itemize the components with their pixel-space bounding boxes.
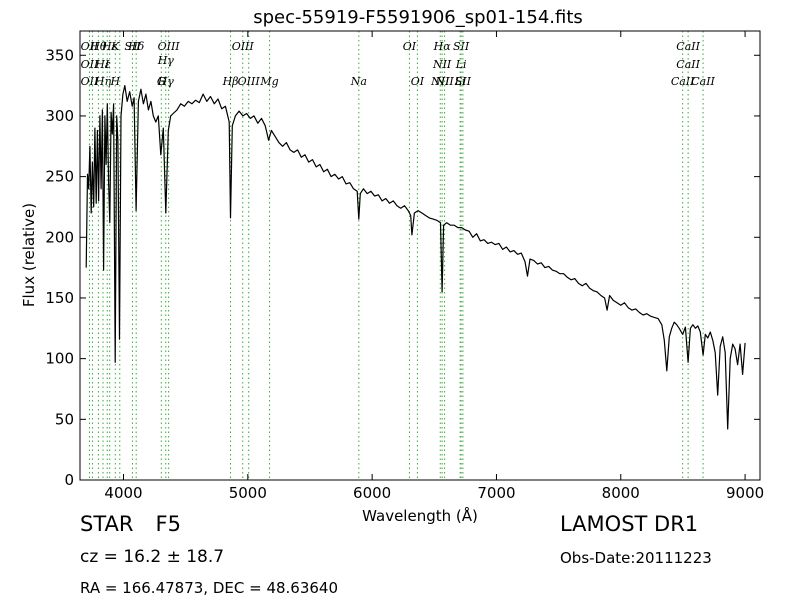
y-tick-label: 350 [45,46,74,64]
spectral-line-label-bottom: NII [430,75,450,88]
observation-date: Obs-Date:20111223 [560,549,712,567]
spectral-line-label-mid: Hγ [157,54,175,67]
object-class: STAR F5 [80,512,181,536]
spectral-line-label-top: CaII [676,40,700,53]
spectral-line-label-top: SII [124,40,141,53]
spectral-line-label-top: Hθ [89,40,107,53]
spectral-line-label-top: Hα [433,40,452,53]
spectral-line-label-bottom: NII [434,75,454,88]
x-tick-label: 9000 [726,484,764,502]
spectral-line-label-bottom: Na [350,75,367,88]
subclass-label: F5 [155,512,181,536]
plot-frame [79,30,761,481]
spectral-line-label-bottom: G [157,75,166,88]
y-tick-label: 100 [45,350,74,368]
spectral-line-label-bottom: OII [81,75,99,88]
spectral-line-label-top: Hδ [127,40,145,53]
spectral-line-label-top: OII [81,40,99,53]
spectral-line-label-top: SII [453,40,470,53]
spectral-line-label-top: OI [403,40,417,53]
coordinates-readout: RA = 166.47873, DEC = 48.63640 [80,579,339,597]
spectral-line-label-bottom: Hγ [157,75,175,88]
y-tick-label: 200 [45,228,74,246]
y-tick-label: 150 [45,289,74,307]
x-tick-label: 8000 [602,484,640,502]
class-label: STAR [80,512,134,536]
spectral-line-label-bottom: OIII [238,75,261,88]
spectral-line-label-bottom: OI [411,75,425,88]
chart-title: spec-55919-F5591906_sp01-154.fits [253,7,583,28]
spectral-line-label-bottom: CaII [691,75,715,88]
spectral-line-label-mid: Hε [94,58,111,71]
x-tick-label: 7000 [477,484,515,502]
spectral-line-label-mid: OII [81,58,99,71]
redshift-readout: cz = 16.2 ± 18.7 [80,547,225,567]
spectral-line-label-top: OIII [232,40,255,53]
spectral-line-label-mid: NII [432,58,452,71]
y-tick-label: 0 [64,471,74,489]
spectral-line-label-bottom: Mg [259,75,278,88]
spectral-line-label-bottom: Li [454,75,466,88]
spectral-line-label-mid: CaII [676,58,700,71]
x-axis-label: Wavelength (Å) [362,506,478,525]
survey-label: LAMOST DR1 [560,512,699,536]
spectral-line-label-bottom: H [110,75,121,88]
x-tick-label: 4000 [104,484,142,502]
x-tick-label: 6000 [353,484,391,502]
spectral-line-label-bottom: SII [455,75,472,88]
y-tick-label: 50 [55,410,74,428]
spectral-line-label-bottom: Hβ [222,75,239,88]
spectral-line-label-bottom: Hη [94,75,112,88]
spectral-line-label-mid: I [104,58,110,71]
spectrum-line [85,85,746,430]
spectral-line-label-bottom: CaII [671,75,695,88]
y-axis-label: Flux (relative) [20,203,38,307]
spectral-line-label-mid: Li [455,58,467,71]
spectral-line-label-top: OIII [158,40,181,53]
spectral-line-label-top: Hε [101,40,118,53]
x-tick-label: 5000 [229,484,267,502]
spectral-line-label-top: K [110,40,120,53]
y-tick-label: 300 [45,107,74,125]
y-tick-label: 250 [45,168,74,186]
